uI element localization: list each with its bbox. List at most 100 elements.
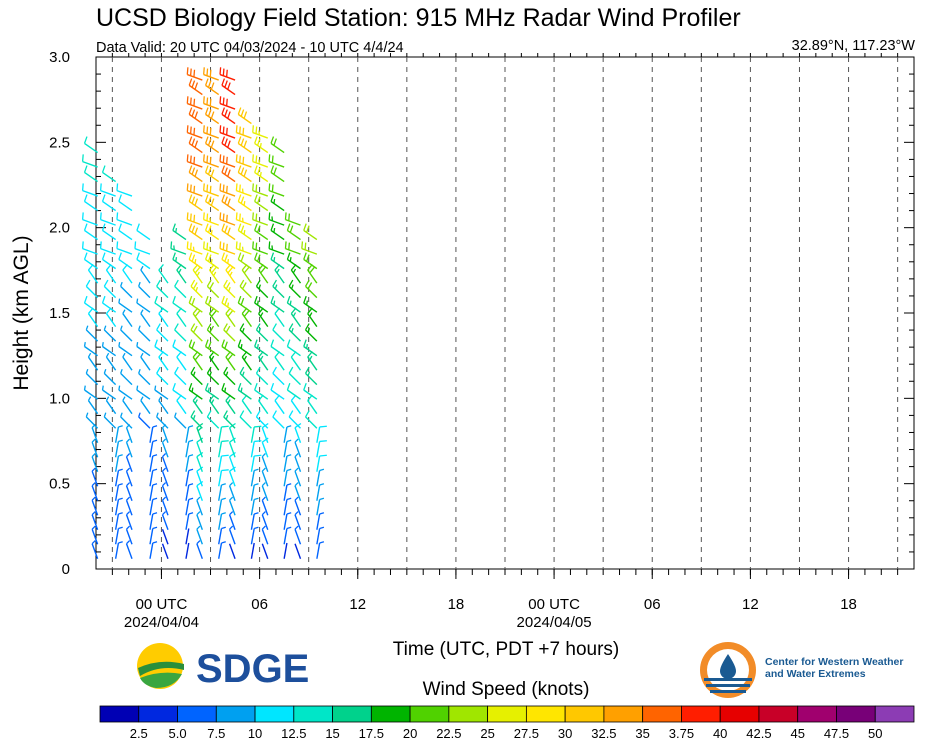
- wind-barb-shaft: [188, 302, 203, 313]
- wind-barb-feather: [252, 125, 254, 133]
- wind-barb-feather: [272, 410, 277, 418]
- wind-barb-shaft: [236, 160, 252, 168]
- wind-barb-shaft: [274, 400, 285, 415]
- plot-frame: [95, 56, 915, 570]
- wind-barb-shaft: [82, 247, 98, 255]
- colorbar-swatch: [874, 705, 915, 723]
- wind-barb-feather: [210, 198, 215, 206]
- wind-barb-feather: [224, 196, 228, 204]
- wind-barb-feather: [118, 541, 123, 544]
- wind-barb-shaft: [236, 189, 252, 197]
- wind-barb-shaft: [187, 218, 203, 226]
- wind-barb-shaft: [208, 400, 220, 415]
- wind-barb-shaft: [154, 302, 169, 313]
- wind-barb-shaft: [116, 189, 133, 197]
- wind-barb-shaft: [316, 484, 321, 501]
- wind-barb-shaft: [218, 426, 223, 443]
- wind-barb-feather: [193, 127, 196, 136]
- wind-barb-shaft: [316, 528, 321, 545]
- wind-barb-feather: [243, 111, 248, 119]
- wind-barb-feather: [162, 453, 167, 458]
- x-tick-label: 00 UTC: [528, 596, 580, 613]
- wind-barb-shaft: [261, 528, 269, 545]
- wind-barb-feather: [206, 242, 209, 250]
- wind-barb-shaft: [221, 171, 236, 183]
- cw3e-line1: Center for Western Weather: [765, 656, 904, 668]
- wind-barb-feather: [309, 312, 313, 317]
- wind-barb-feather: [243, 229, 246, 235]
- y-tick-label: 3.0: [49, 49, 70, 66]
- wind-barb-shaft: [138, 329, 151, 342]
- wind-barb-feather: [186, 212, 189, 220]
- wind-barb-feather: [81, 154, 84, 162]
- wind-barb-shaft: [294, 514, 302, 530]
- x-axis-title: Time (UTC, PDT +7 hours): [392, 639, 620, 660]
- wind-barb-shaft: [176, 269, 187, 284]
- wind-barb-feather: [210, 355, 215, 361]
- wind-barb-shaft: [125, 543, 133, 559]
- wind-barb-feather: [225, 98, 228, 107]
- wind-barb-feather: [206, 126, 209, 134]
- wind-barb-feather: [204, 382, 209, 391]
- wind-barb-feather: [118, 468, 123, 472]
- wind-barb-shaft: [136, 302, 151, 313]
- wind-barb-shaft: [82, 218, 98, 226]
- wind-barb-shaft: [270, 258, 285, 270]
- wind-barb-shaft: [203, 218, 219, 226]
- wind-barb-shaft: [294, 543, 302, 559]
- wind-barb-feather: [83, 165, 88, 173]
- wind-barb-shaft: [250, 484, 255, 501]
- wind-barb-feather: [193, 156, 196, 165]
- wind-barb-shaft: [100, 218, 116, 226]
- wind-barb-shaft: [239, 285, 252, 299]
- wind-barb-shaft: [91, 514, 99, 530]
- wind-barb-feather: [256, 138, 261, 146]
- wind-barb-feather: [162, 467, 167, 472]
- wind-barb-feather: [162, 511, 167, 516]
- colorbar-label: 20: [403, 726, 417, 741]
- wind-barb-feather: [219, 183, 222, 191]
- wind-barb-shaft: [286, 389, 301, 400]
- wind-barb-feather: [301, 241, 304, 249]
- wind-barb-shaft: [305, 285, 318, 299]
- colorbar-label: 25: [480, 726, 494, 741]
- wind-barb-feather: [319, 512, 325, 515]
- wind-barb-shaft: [161, 543, 169, 559]
- wind-barb-feather: [304, 410, 310, 418]
- wind-barb-shaft: [223, 372, 236, 386]
- wind-barb-feather: [227, 259, 230, 264]
- wind-barb-feather: [188, 252, 193, 260]
- x-tick-label: 06: [251, 596, 268, 613]
- wind-barb-shaft: [274, 313, 285, 328]
- wind-barb-shaft: [250, 542, 255, 559]
- wind-barb-shaft: [176, 356, 187, 371]
- wind-barb-shaft: [102, 302, 117, 313]
- wind-barb-shaft: [290, 400, 302, 415]
- wind-barb-feather: [221, 382, 226, 391]
- wind-barb-feather: [222, 213, 225, 221]
- wind-barb-shaft: [254, 258, 269, 270]
- wind-barb-feather: [204, 339, 209, 347]
- wind-barb-shaft: [268, 189, 285, 197]
- wind-barb-feather: [243, 355, 248, 361]
- wind-barb-shaft: [149, 484, 154, 501]
- wind-barb-feather: [268, 154, 271, 162]
- wind-barb-feather: [254, 252, 258, 260]
- wind-barb-shaft: [100, 189, 116, 197]
- wind-barb-feather: [122, 396, 126, 401]
- wind-barb-shaft: [205, 258, 220, 270]
- wind-barb-feather: [210, 82, 215, 90]
- wind-barb-feather: [286, 439, 292, 443]
- wind-barb-shaft: [196, 456, 203, 472]
- wind-barb-feather: [240, 344, 243, 349]
- wind-barb-feather: [101, 252, 106, 260]
- colorbar-label: 50: [868, 726, 882, 741]
- wind-barb-shaft: [208, 356, 220, 371]
- wind-barb-feather: [261, 453, 266, 458]
- wind-barb-shaft: [274, 269, 285, 284]
- wind-barb-feather: [270, 252, 275, 260]
- wind-barb-shaft: [250, 513, 255, 530]
- wind-barb-shaft: [185, 528, 190, 545]
- wind-barb-shaft: [252, 160, 269, 168]
- wind-barb-shaft: [218, 499, 223, 516]
